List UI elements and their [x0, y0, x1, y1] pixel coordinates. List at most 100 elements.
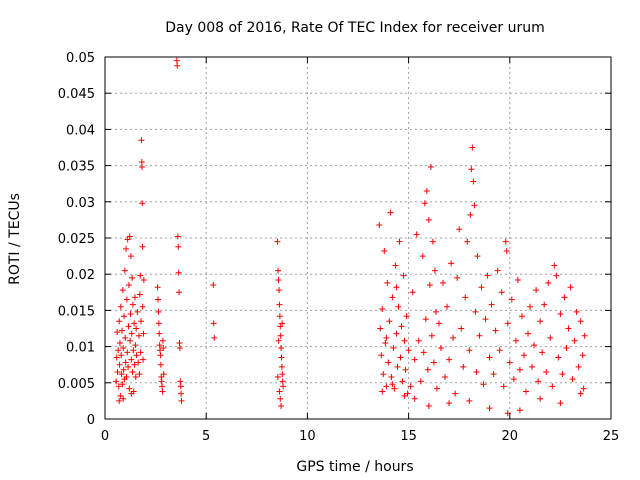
data-point-marker — [134, 308, 141, 315]
data-point-marker — [155, 320, 162, 327]
data-point-marker — [126, 385, 133, 392]
data-point-marker — [559, 371, 566, 378]
data-point-marker — [155, 308, 162, 315]
data-point-marker — [469, 144, 476, 151]
data-point-marker — [393, 330, 400, 337]
data-point-marker — [129, 368, 136, 375]
data-point-marker — [388, 374, 395, 381]
data-point-marker — [176, 289, 183, 296]
y-tick-label: 0.05 — [66, 51, 95, 66]
data-point-marker — [527, 303, 534, 310]
data-point-marker — [420, 349, 427, 356]
data-point-marker — [156, 330, 163, 337]
data-point-marker — [413, 231, 420, 238]
data-point-marker — [537, 318, 544, 325]
data-point-marker — [480, 381, 487, 388]
data-point-marker — [378, 352, 385, 359]
data-point-marker — [474, 253, 481, 260]
data-point-marker — [278, 345, 285, 352]
data-point-marker — [428, 332, 435, 339]
data-point-marker — [460, 363, 467, 370]
data-point-marker — [382, 339, 389, 346]
data-point-marker — [421, 200, 428, 207]
data-point-marker — [503, 248, 510, 255]
data-point-marker — [401, 392, 408, 399]
data-point-marker — [380, 371, 387, 378]
x-tick-label: 25 — [603, 429, 620, 444]
data-point-marker — [114, 368, 121, 375]
data-point-marker — [113, 354, 120, 361]
data-point-marker — [158, 378, 165, 385]
data-point-marker — [379, 388, 386, 395]
data-point-marker — [426, 282, 433, 289]
data-point-marker — [125, 323, 132, 330]
data-point-marker — [131, 320, 138, 327]
data-point-marker — [138, 318, 145, 325]
data-point-marker — [156, 342, 163, 349]
data-point-marker — [117, 392, 124, 399]
data-point-marker — [274, 238, 281, 245]
data-point-marker — [121, 267, 128, 274]
data-point-marker — [537, 395, 544, 402]
data-point-marker — [442, 374, 449, 381]
data-point-marker — [401, 337, 408, 344]
data-point-marker — [154, 284, 161, 291]
data-point-marker — [404, 390, 411, 397]
data-point-marker — [159, 388, 166, 395]
data-point-marker — [279, 320, 286, 327]
data-point-marker — [427, 164, 434, 171]
data-point-marker — [117, 303, 124, 310]
data-point-marker — [131, 294, 138, 301]
y-axis-label: ROTI / TECUs — [7, 193, 23, 285]
data-point-marker — [129, 301, 136, 308]
data-point-marker — [411, 395, 418, 402]
data-point-marker — [178, 397, 185, 404]
data-point-marker — [553, 272, 560, 279]
data-point-marker — [128, 356, 135, 363]
data-point-marker — [411, 356, 418, 363]
data-point-marker — [581, 332, 588, 339]
y-tick-label: 0.03 — [66, 196, 95, 211]
data-point-marker — [277, 395, 284, 402]
data-point-marker — [541, 301, 548, 308]
data-point-marker — [125, 363, 132, 370]
y-tick-label: 0.035 — [58, 160, 95, 175]
data-point-marker — [135, 359, 142, 366]
data-point-marker — [155, 296, 162, 303]
data-point-marker — [385, 359, 392, 366]
data-point-marker — [115, 383, 122, 390]
data-point-marker — [504, 320, 511, 327]
data-point-marker — [400, 272, 407, 279]
data-point-marker — [275, 337, 282, 344]
data-point-marker — [533, 287, 540, 294]
data-point-marker — [116, 361, 123, 368]
data-point-marker — [383, 334, 390, 341]
data-point-marker — [138, 137, 145, 144]
data-point-marker — [118, 371, 125, 378]
data-point-marker — [500, 383, 507, 390]
data-point-marker — [389, 294, 396, 301]
data-point-marker — [417, 378, 424, 385]
data-point-marker — [486, 354, 493, 361]
data-point-marker — [429, 238, 436, 245]
data-point-marker — [126, 233, 133, 240]
data-point-marker — [407, 383, 414, 390]
data-point-marker — [114, 329, 121, 336]
data-point-marker — [571, 337, 578, 344]
data-point-marker — [494, 267, 501, 274]
data-point-marker — [444, 303, 451, 310]
data-point-marker — [128, 390, 135, 397]
data-point-marker — [276, 301, 283, 308]
x-tick-label: 0 — [101, 429, 109, 444]
data-point-marker — [415, 337, 422, 344]
data-point-marker — [555, 354, 562, 361]
data-point-marker — [173, 57, 180, 64]
data-point-marker — [381, 248, 388, 255]
y-tick-label: 0.045 — [58, 87, 95, 102]
data-point-marker — [529, 363, 536, 370]
data-point-marker — [573, 308, 580, 315]
data-point-marker — [159, 383, 166, 390]
data-point-marker — [522, 388, 529, 395]
data-point-marker — [569, 376, 576, 383]
data-point-marker — [516, 366, 523, 373]
